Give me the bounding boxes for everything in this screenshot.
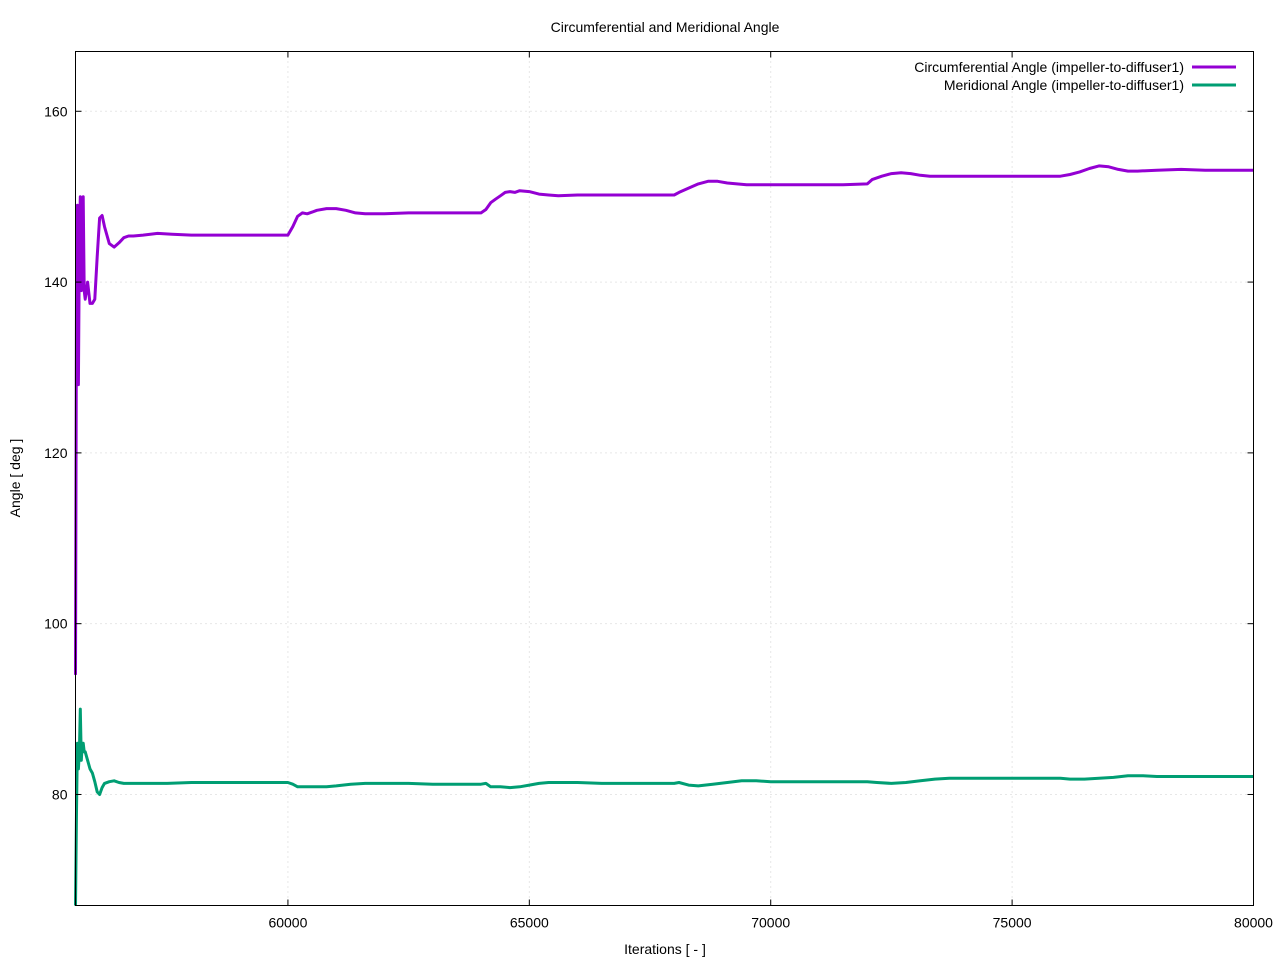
legend-label-1: Circumferential Angle (impeller-to-diffu… [914, 59, 1184, 75]
x-tick-label: 60000 [268, 915, 307, 931]
tick-labels: 60000 65000 70000 75000 80000 80 100 120 140 160 [44, 103, 1273, 930]
y-axis-label: Angle [ deg ] [7, 439, 23, 518]
legend: Circumferential Angle (impeller-to-diffu… [914, 59, 1236, 93]
chart-title: Circumferential and Meridional Angle [551, 19, 780, 35]
plot-area-frame [75, 51, 1254, 906]
y-tick-label: 80 [52, 786, 68, 802]
x-tick-label: 70000 [751, 915, 790, 931]
legend-label-2: Meridional Angle (impeller-to-diffuser1) [944, 77, 1184, 93]
x-tick-label: 65000 [510, 915, 549, 931]
y-tick-label: 160 [44, 103, 68, 119]
series-line-2 [74, 707, 1254, 906]
series-lines [74, 164, 1254, 906]
y-tick-label: 140 [44, 274, 68, 290]
series-line-1 [74, 164, 1254, 675]
x-tick-label: 75000 [993, 915, 1032, 931]
axis-ticks [75, 51, 1254, 906]
y-tick-label: 120 [44, 445, 68, 461]
x-axis-label: Iterations [ - ] [624, 941, 706, 957]
x-tick-label: 80000 [1234, 915, 1273, 931]
y-tick-label: 100 [44, 616, 68, 632]
